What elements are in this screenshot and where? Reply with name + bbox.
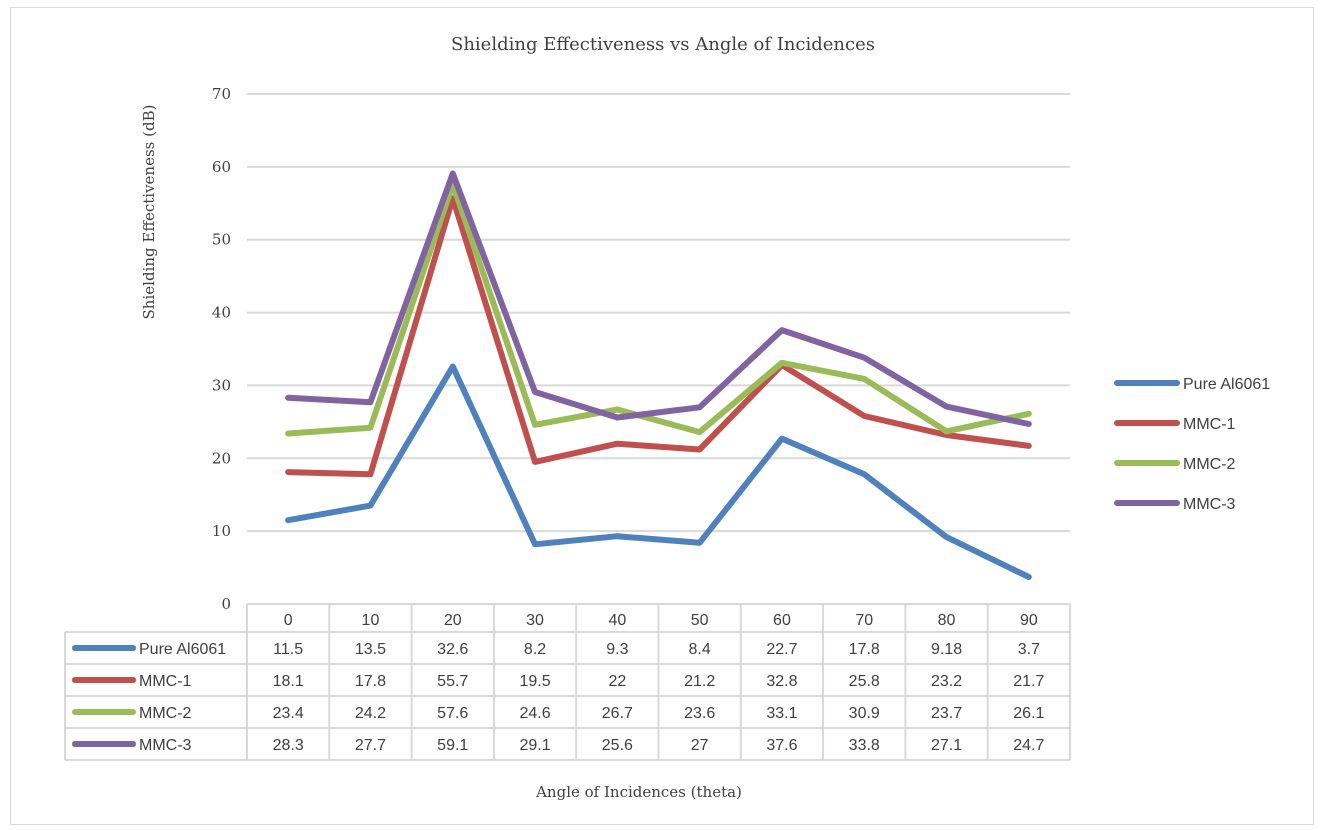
x-tick-label: 50	[691, 612, 709, 629]
x-tick-label: 10	[362, 612, 380, 629]
y-tick-label: 40	[212, 304, 231, 322]
chart-frame	[10, 7, 1314, 825]
x-tick-label: 70	[855, 612, 873, 629]
table-series-name: MMC-1	[139, 673, 192, 690]
table-cell: 21.7	[1013, 673, 1044, 690]
table-cell: 37.6	[766, 737, 797, 754]
table-cell: 21.2	[684, 673, 715, 690]
table-cell: 55.7	[437, 673, 468, 690]
x-tick-label: 90	[1020, 612, 1038, 629]
table-cell: 25.6	[602, 737, 633, 754]
table-cell: 8.4	[689, 641, 711, 658]
table-cell: 59.1	[437, 737, 468, 754]
y-tick-label: 70	[212, 85, 231, 103]
x-tick-label: 20	[444, 612, 462, 629]
y-tick-label: 60	[212, 158, 231, 176]
series-line-mmc-3	[285, 170, 1032, 427]
table-cell: 26.7	[602, 705, 633, 722]
legend-label: MMC-1	[1183, 416, 1236, 433]
legend-label: MMC-3	[1183, 496, 1236, 513]
legend-label: Pure Al6061	[1183, 376, 1270, 393]
x-tick-label: 0	[284, 612, 293, 629]
series-line-mmc-2	[285, 181, 1032, 437]
table-cell: 18.1	[273, 673, 304, 690]
table-cell: 30.9	[849, 705, 880, 722]
data-table: 0 10 20 30 40 50 60 70 80 90 Pure Al6061 11.5 13.5 32…	[64, 603, 1071, 761]
table-cell: 27.1	[931, 737, 962, 754]
table-cell: 25.8	[849, 673, 880, 690]
x-tick-label: 30	[526, 612, 544, 629]
series-line-pure-al6061	[285, 363, 1032, 580]
table-cell: 9.3	[606, 641, 628, 658]
table-cell: 33.8	[849, 737, 880, 754]
table-cell: 23.6	[684, 705, 715, 722]
y-tick-label: 50	[212, 231, 231, 249]
table-cell: 32.6	[437, 641, 468, 658]
table-cell: 23.7	[931, 705, 962, 722]
y-tick-label: 10	[212, 522, 231, 540]
table-cell: 26.1	[1013, 705, 1044, 722]
table-cell: 22	[608, 673, 626, 690]
series-line-mmc-1	[285, 195, 1032, 478]
table-cell: 17.8	[355, 673, 386, 690]
y-axis-label: Shielding Effectiveness (dB)	[140, 105, 158, 320]
table-cell: 19.5	[519, 673, 550, 690]
gridlines	[247, 93, 1070, 533]
table-cell: 57.6	[437, 705, 468, 722]
table-cell: 23.4	[273, 705, 304, 722]
table-cell: 27	[691, 737, 709, 754]
table-cell: 33.1	[766, 705, 797, 722]
y-axis-ticks: 0 10 20 30 40 50 60 70	[212, 85, 231, 613]
table-cell: 32.8	[766, 673, 797, 690]
table-cell: 22.7	[766, 641, 797, 658]
chart-title: Shielding Effectiveness vs Angle of Inci…	[451, 34, 875, 55]
table-cell: 24.2	[355, 705, 386, 722]
table-cell: 17.8	[849, 641, 880, 658]
table-cell: 23.2	[931, 673, 962, 690]
table-cell: 24.7	[1013, 737, 1044, 754]
table-series-name: Pure Al6061	[139, 641, 226, 658]
table-cell: 8.2	[524, 641, 546, 658]
x-tick-label: 80	[938, 612, 956, 629]
y-tick-label: 20	[212, 449, 231, 467]
table-cell: 13.5	[355, 641, 386, 658]
table-cell: 24.6	[519, 705, 550, 722]
table-cell: 11.5	[273, 641, 303, 658]
table-series-name: MMC-3	[139, 737, 192, 754]
legend: Pure Al6061 MMC-1 MMC-2 MMC-3	[1114, 376, 1270, 513]
series-lines	[285, 170, 1032, 580]
legend-label: MMC-2	[1183, 456, 1236, 473]
table-cell: 3.7	[1018, 641, 1040, 658]
x-tick-label: 60	[773, 612, 791, 629]
table-cell: 9.18	[931, 641, 962, 658]
table-series-name: MMC-2	[139, 705, 192, 722]
y-tick-label: 30	[212, 376, 231, 394]
x-tick-label: 40	[608, 612, 626, 629]
table-cell: 29.1	[519, 737, 550, 754]
x-axis-label: Angle of Incidences (theta)	[535, 783, 742, 801]
table-cell: 28.3	[273, 737, 304, 754]
table-cell: 27.7	[355, 737, 386, 754]
y-tick-label: 0	[221, 595, 231, 613]
